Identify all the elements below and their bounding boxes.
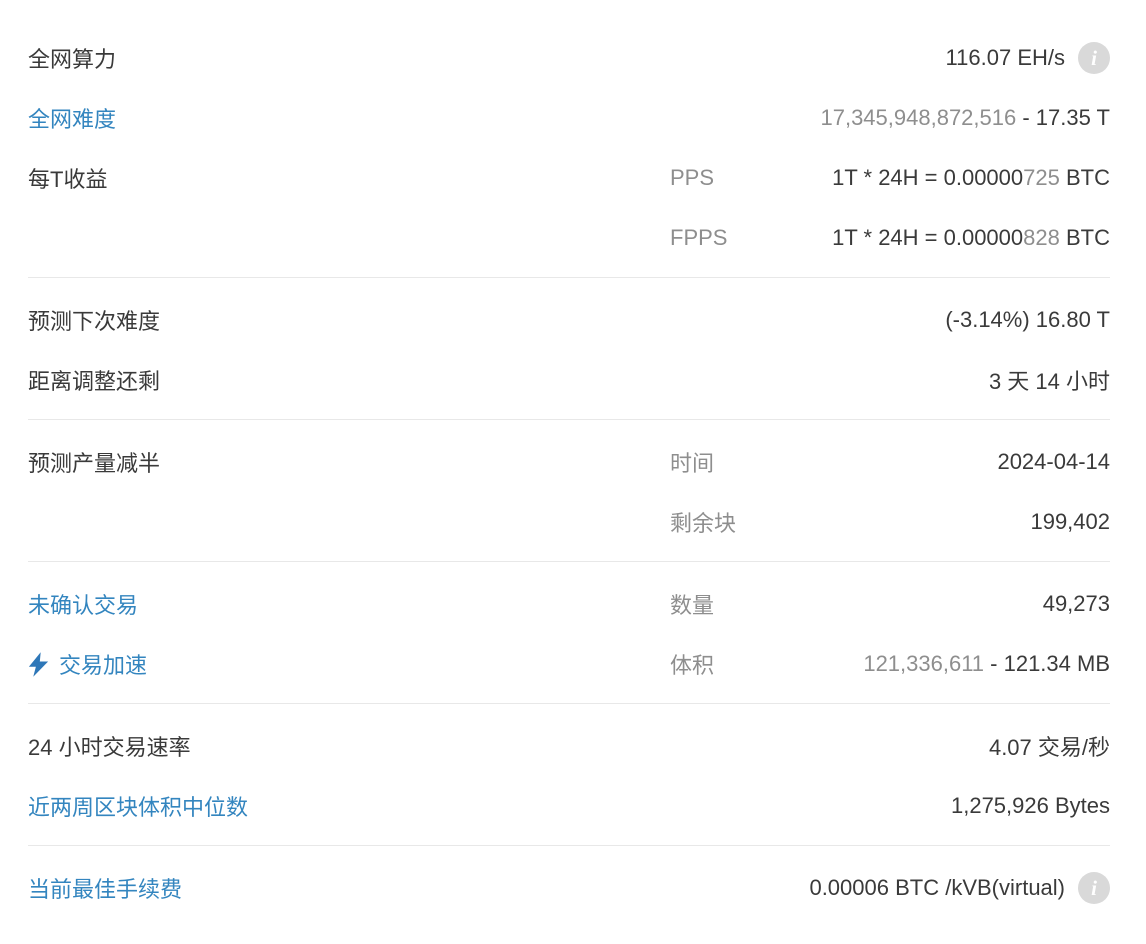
fpps-unit: BTC	[1059, 225, 1110, 250]
tx-accelerate-label: 交易加速	[59, 653, 148, 678]
divider	[28, 561, 1110, 562]
volume-short-value: - 121.34 MB	[984, 651, 1110, 676]
volume-value: 121,336,611 - 121.34 MB	[863, 651, 1110, 677]
earnings-per-t-label: 每T收益	[28, 167, 108, 192]
median-block-size-link[interactable]: 近两周区块体积中位数	[28, 795, 249, 820]
divider	[28, 419, 1110, 420]
info-icon[interactable]: i	[1078, 872, 1110, 904]
next-difficulty-label: 预测下次难度	[28, 309, 161, 334]
pps-tag: PPS	[670, 165, 715, 190]
next-difficulty-value-text: (-3.14%) 16.80 T	[945, 307, 1110, 332]
row-network-hashrate: 全网算力 116.07 EH/s i	[0, 28, 1146, 88]
fpps-highlight: 828	[1023, 225, 1060, 250]
volume-tag: 体积	[670, 653, 715, 678]
halving-time-tag: 时间	[670, 451, 715, 476]
row-tx-rate: 24 小时交易速率 4.07 交易/秒	[0, 716, 1146, 776]
network-difficulty-link[interactable]: 全网难度	[28, 107, 117, 132]
tx-rate-label: 24 小时交易速率	[28, 735, 191, 760]
halving-label: 预测产量减半	[28, 451, 161, 476]
difficulty-raw-value: 17,345,948,872,516	[820, 105, 1017, 130]
row-best-fee: 当前最佳手续费 0.00006 BTC /kVB(virtual) i	[0, 858, 1146, 918]
row-earnings-fpps: FPPS 1T * 24H = 0.00000 828 BTC	[0, 208, 1146, 268]
divider	[28, 845, 1110, 846]
halving-blocks-value-text: 199,402	[1030, 509, 1110, 534]
row-accelerate-volume: 交易加速 体积 121,336,611 - 121.34 MB	[0, 634, 1146, 694]
pps-highlight: 725	[1023, 165, 1060, 190]
difficulty-short-value: - 17.35 T	[1016, 105, 1110, 130]
row-earnings-pps: 每T收益 PPS 1T * 24H = 0.00000 725 BTC	[0, 148, 1146, 208]
halving-time-value-text: 2024-04-14	[997, 449, 1110, 474]
median-block-size-value-text: 1,275,926 Bytes	[950, 793, 1110, 818]
pps-value: 1T * 24H = 0.00000 725 BTC	[832, 165, 1110, 191]
tx-accelerate-link[interactable]: 交易加速	[28, 648, 147, 680]
fpps-value: 1T * 24H = 0.00000 828 BTC	[832, 225, 1110, 251]
adjust-remaining-value-text: 3 天 14 小时	[988, 369, 1110, 394]
best-fee-value: 0.00006 BTC /kVB(virtual)	[809, 875, 1065, 901]
halving-blocks-tag: 剩余块	[670, 511, 737, 536]
fpps-tag: FPPS	[670, 225, 728, 250]
pps-formula: 1T * 24H = 0.00000	[832, 165, 1024, 190]
row-median-block-size: 近两周区块体积中位数 1,275,926 Bytes	[0, 776, 1146, 836]
halving-blocks-value: 199,402	[1030, 509, 1110, 535]
pps-unit: BTC	[1059, 165, 1110, 190]
next-difficulty-value: (-3.14%) 16.80 T	[945, 307, 1110, 333]
network-hashrate-value-text: 116.07 EH/s	[945, 45, 1065, 70]
best-fee-link[interactable]: 当前最佳手续费	[28, 877, 183, 902]
network-hashrate-value: 116.07 EH/s	[946, 45, 1065, 71]
row-halving-blocks: 剩余块 199,402	[0, 492, 1146, 552]
tx-rate-value: 4.07 交易/秒	[989, 730, 1110, 762]
adjust-remaining-label: 距离调整还剩	[28, 369, 161, 394]
halving-time-value: 2024-04-14	[997, 449, 1110, 475]
row-halving-time: 预测产量减半 时间 2024-04-14	[0, 432, 1146, 492]
tx-rate-value-text: 4.07 交易/秒	[988, 735, 1110, 760]
network-hashrate-label: 全网算力	[28, 47, 117, 72]
median-block-size-value: 1,275,926 Bytes	[951, 793, 1110, 819]
fpps-formula: 1T * 24H = 0.00000	[832, 225, 1024, 250]
row-unconfirmed-count: 未确认交易 数量 49,273	[0, 574, 1146, 634]
info-icon[interactable]: i	[1078, 42, 1110, 74]
unconfirmed-count-value: 49,273	[1043, 591, 1110, 617]
row-next-difficulty: 预测下次难度 (-3.14%) 16.80 T	[0, 290, 1146, 350]
network-difficulty-value: 17,345,948,872,516 - 17.35 T	[820, 105, 1110, 131]
volume-raw-value: 121,336,611	[863, 651, 985, 676]
divider	[28, 277, 1110, 278]
adjust-remaining-value: 3 天 14 小时	[989, 364, 1110, 396]
unconfirmed-count-tag: 数量	[670, 593, 715, 618]
unconfirmed-tx-link[interactable]: 未确认交易	[28, 593, 139, 618]
lightning-bolt-icon	[28, 651, 49, 678]
row-network-difficulty: 全网难度 17,345,948,872,516 - 17.35 T	[0, 88, 1146, 148]
network-stats-panel: 全网算力 116.07 EH/s i 全网难度 17,345,948,872,5…	[0, 28, 1146, 918]
divider	[28, 703, 1110, 704]
best-fee-value-text: 0.00006 BTC /kVB(virtual)	[809, 875, 1065, 900]
unconfirmed-count-value-text: 49,273	[1042, 591, 1110, 616]
row-adjust-remaining: 距离调整还剩 3 天 14 小时	[0, 350, 1146, 410]
